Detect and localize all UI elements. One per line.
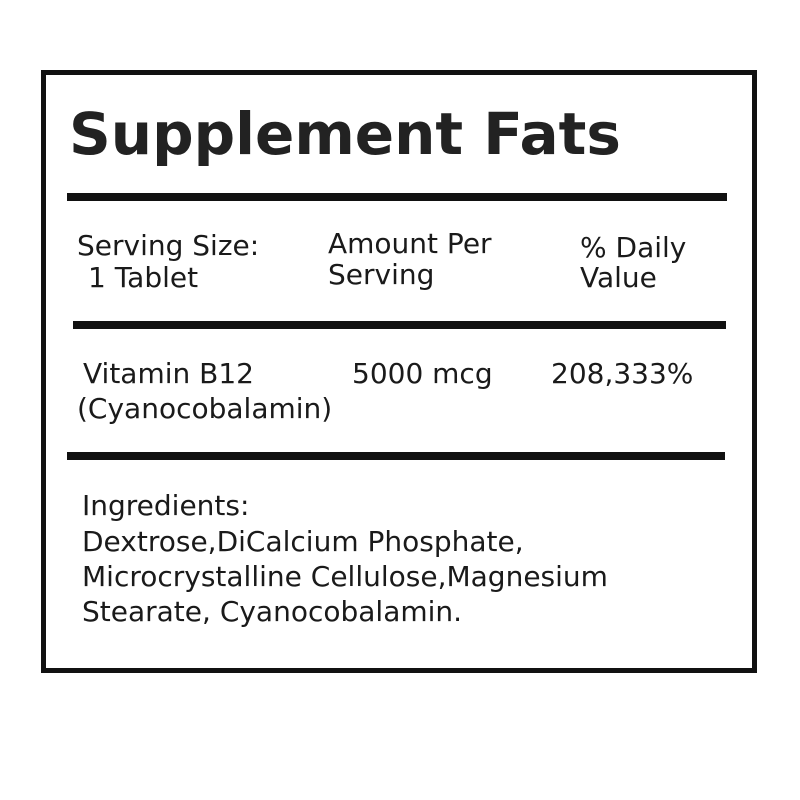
dv-header-line1: % Daily <box>580 231 687 264</box>
amount-header-line2: Serving <box>328 258 435 291</box>
label-title: Supplement Fats <box>69 100 621 168</box>
nutrient-daily-value: 208,333% <box>551 357 694 390</box>
nutrient-name-line1: Vitamin B12 <box>83 357 254 390</box>
header-divider <box>73 321 726 329</box>
amount-header-line1: Amount Per <box>328 227 492 260</box>
supplement-label-border <box>41 70 757 673</box>
serving-size-value: 1 Tablet <box>88 261 199 294</box>
ingredients-line: Dextrose,DiCalcium Phosphate, <box>82 525 524 558</box>
nutrient-name-line2: (Cyanocobalamin) <box>77 392 333 425</box>
title-divider <box>67 193 727 201</box>
dv-header-line2: Value <box>580 261 657 294</box>
ingredients-line: Stearate, Cyanocobalamin. <box>82 595 463 628</box>
nutrient-divider <box>67 452 725 460</box>
ingredients-heading: Ingredients: <box>82 489 250 522</box>
nutrient-amount: 5000 mcg <box>352 357 493 390</box>
ingredients-line: Microcrystalline Cellulose,Magnesium <box>82 560 608 593</box>
serving-size-label: Serving Size: <box>77 229 260 262</box>
